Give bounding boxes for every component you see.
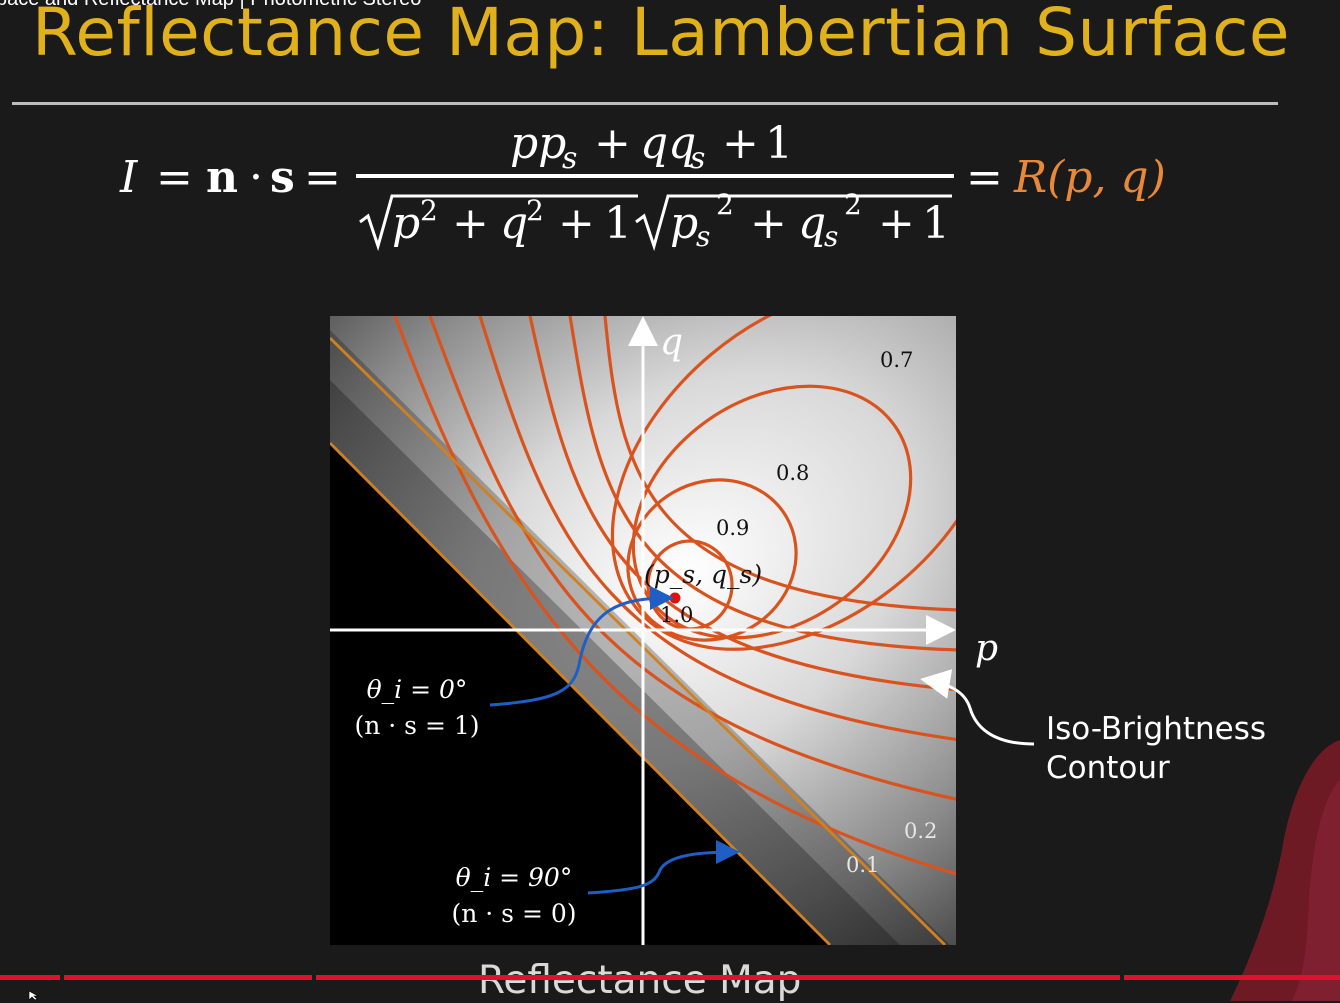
svg-text:q: q — [798, 198, 826, 249]
chapter-marker — [1120, 975, 1124, 980]
eq-s-vector: s — [270, 152, 295, 203]
annotation-theta0: θ_i = 0° (n · s = 1) — [350, 672, 484, 744]
svg-text:s: s — [824, 220, 838, 253]
arrow-iso-brightness — [920, 669, 1035, 746]
svg-text:=: = — [156, 152, 193, 203]
svg-text:pp: pp — [510, 118, 566, 169]
contour-0.1 — [330, 337, 946, 945]
contour-iso-highlight — [528, 316, 956, 692]
svg-text:=: = — [966, 152, 1003, 203]
chapter-marker — [312, 975, 316, 980]
svg-text:2: 2 — [420, 194, 438, 227]
p-axis-label: p — [975, 628, 998, 669]
light-point-marker — [669, 592, 681, 604]
eq-rhs: R(p, q) — [1013, 152, 1166, 203]
equation: I = n · s = pp s + qq s + 1 p 2 + q 2 + … — [119, 118, 1166, 253]
arrow-theta0 — [489, 586, 674, 707]
svg-text:+: + — [558, 198, 595, 249]
iso-brightness-line2: Contour — [1046, 750, 1170, 786]
video-title-caption: pace and Reflectance Map | Photometric S… — [0, 0, 421, 11]
slide-title: Reflectance Map: Lambertian Surface — [32, 0, 1291, 71]
iso-brightness-line1: Iso-Brightness — [1046, 711, 1267, 747]
svg-text:·: · — [249, 152, 263, 203]
title-divider — [12, 102, 1278, 105]
cursor-icon — [28, 990, 40, 1001]
contour-label-0.7: 0.7 — [880, 348, 913, 372]
annotation-theta0-line1: θ_i = 0° — [366, 675, 468, 704]
svg-text:+: + — [750, 198, 787, 249]
eq-n-vector: n — [206, 152, 238, 203]
svg-text:+: + — [594, 118, 631, 169]
contour-label-1.0: 1.0 — [660, 603, 693, 627]
eq-lhs-I: I — [119, 152, 139, 203]
contour-0.7 — [610, 316, 956, 651]
svg-text:=: = — [304, 152, 341, 203]
svg-text:2: 2 — [716, 188, 734, 221]
svg-text:s: s — [690, 141, 705, 176]
diagram-caption: Reflectance Map — [478, 958, 802, 1003]
chapter-marker — [60, 975, 64, 980]
video-progress-bar[interactable] — [0, 975, 1340, 980]
contour-label-0.1: 0.1 — [846, 853, 879, 877]
eq-numerator: pp s + qq s + 1 — [510, 118, 793, 176]
contour-0.9 — [626, 478, 798, 642]
annotation-theta90-line2: (n · s = 0) — [451, 899, 577, 928]
svg-text:s: s — [696, 220, 710, 253]
svg-text:+: + — [878, 198, 915, 249]
svg-text:p: p — [392, 198, 420, 249]
annotation-theta90-line1: θ_i = 90° — [455, 863, 573, 892]
arrow-theta90 — [587, 840, 740, 895]
light-point-label: (p_s, q_s) — [644, 560, 762, 589]
eq-fraction-bar — [356, 174, 954, 178]
contour-label-0.9: 0.9 — [716, 516, 749, 540]
svg-text:1: 1 — [604, 198, 632, 249]
svg-text:+: + — [452, 198, 489, 249]
annotation-theta0-line2: (n · s = 1) — [354, 711, 480, 740]
contour-0.2 — [393, 316, 956, 876]
svg-text:s: s — [562, 141, 577, 176]
eq-denominator: p 2 + q 2 + 1 p s 2 + q s 2 + 1 — [359, 188, 952, 253]
svg-text:1: 1 — [922, 198, 950, 249]
svg-text:1: 1 — [765, 118, 793, 169]
svg-text:qq: qq — [640, 118, 696, 169]
svg-text:2: 2 — [844, 188, 862, 221]
contour-label-0.8: 0.8 — [776, 461, 809, 485]
q-axis-label: q — [660, 322, 683, 363]
contour-0.0 — [330, 442, 831, 945]
svg-text:2: 2 — [526, 194, 544, 227]
svg-text:q: q — [500, 198, 528, 249]
annotation-theta90: θ_i = 90° (n · s = 0) — [446, 860, 582, 932]
svg-text:p: p — [670, 198, 698, 249]
contour-label-0.2: 0.2 — [904, 819, 937, 843]
svg-text:+: + — [722, 118, 759, 169]
presenter-person — [1230, 740, 1340, 1001]
iso-brightness-label: Iso-Brightness Contour — [1046, 710, 1266, 788]
